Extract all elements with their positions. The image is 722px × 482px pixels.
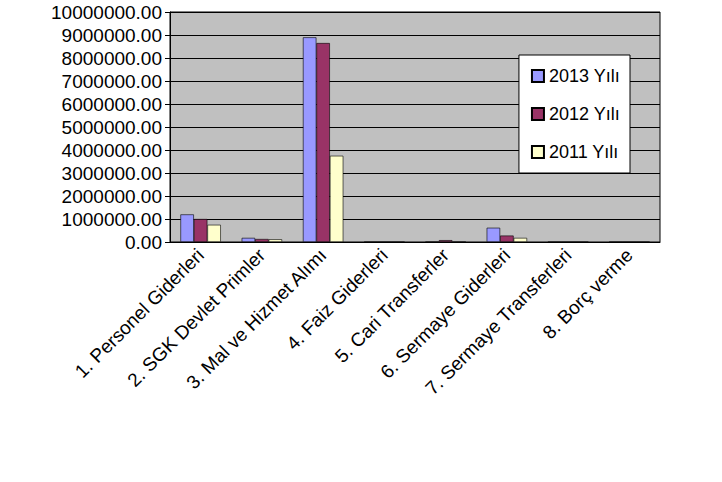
svg-text:2012 Yılı: 2012 Yılı [549,104,620,124]
svg-text:2011 Yılı: 2011 Yılı [549,142,618,162]
svg-text:9000000.00: 9000000.00 [62,25,162,46]
svg-text:8. Borç verme: 8. Borç verme [538,245,636,343]
svg-text:1. Personel Giderleri: 1. Personel Giderleri [70,244,208,382]
svg-text:6. Sermaye Giderleri: 6. Sermaye Giderleri [376,244,515,383]
svg-text:2000000.00: 2000000.00 [62,186,162,207]
svg-text:7000000.00: 7000000.00 [62,71,162,92]
svg-text:4. Faiz Giderleri: 4. Faiz Giderleri [282,245,392,355]
svg-text:5000000.00: 5000000.00 [62,117,162,138]
svg-text:1000000.00: 1000000.00 [62,209,162,230]
svg-text:3000000.00: 3000000.00 [62,163,162,184]
svg-text:5. Cari Transferler: 5. Cari Transferler [331,245,453,367]
svg-text:10000000.00: 10000000.00 [51,2,162,23]
svg-text:2. SGK Devlet Primler: 2. SGK Devlet Primler [123,244,270,391]
svg-text:3. Mal ve Hizmet Alımı: 3. Mal ve Hizmet Alımı [182,244,331,393]
svg-text:2013 Yılı: 2013 Yılı [549,66,620,86]
svg-text:7. Sermaye Transferleri: 7. Sermaye Transferleri [421,244,576,399]
svg-text:0.00: 0.00 [125,232,162,253]
svg-text:6000000.00: 6000000.00 [62,94,162,115]
svg-text:8000000.00: 8000000.00 [62,48,162,69]
svg-text:4000000.00: 4000000.00 [62,140,162,161]
